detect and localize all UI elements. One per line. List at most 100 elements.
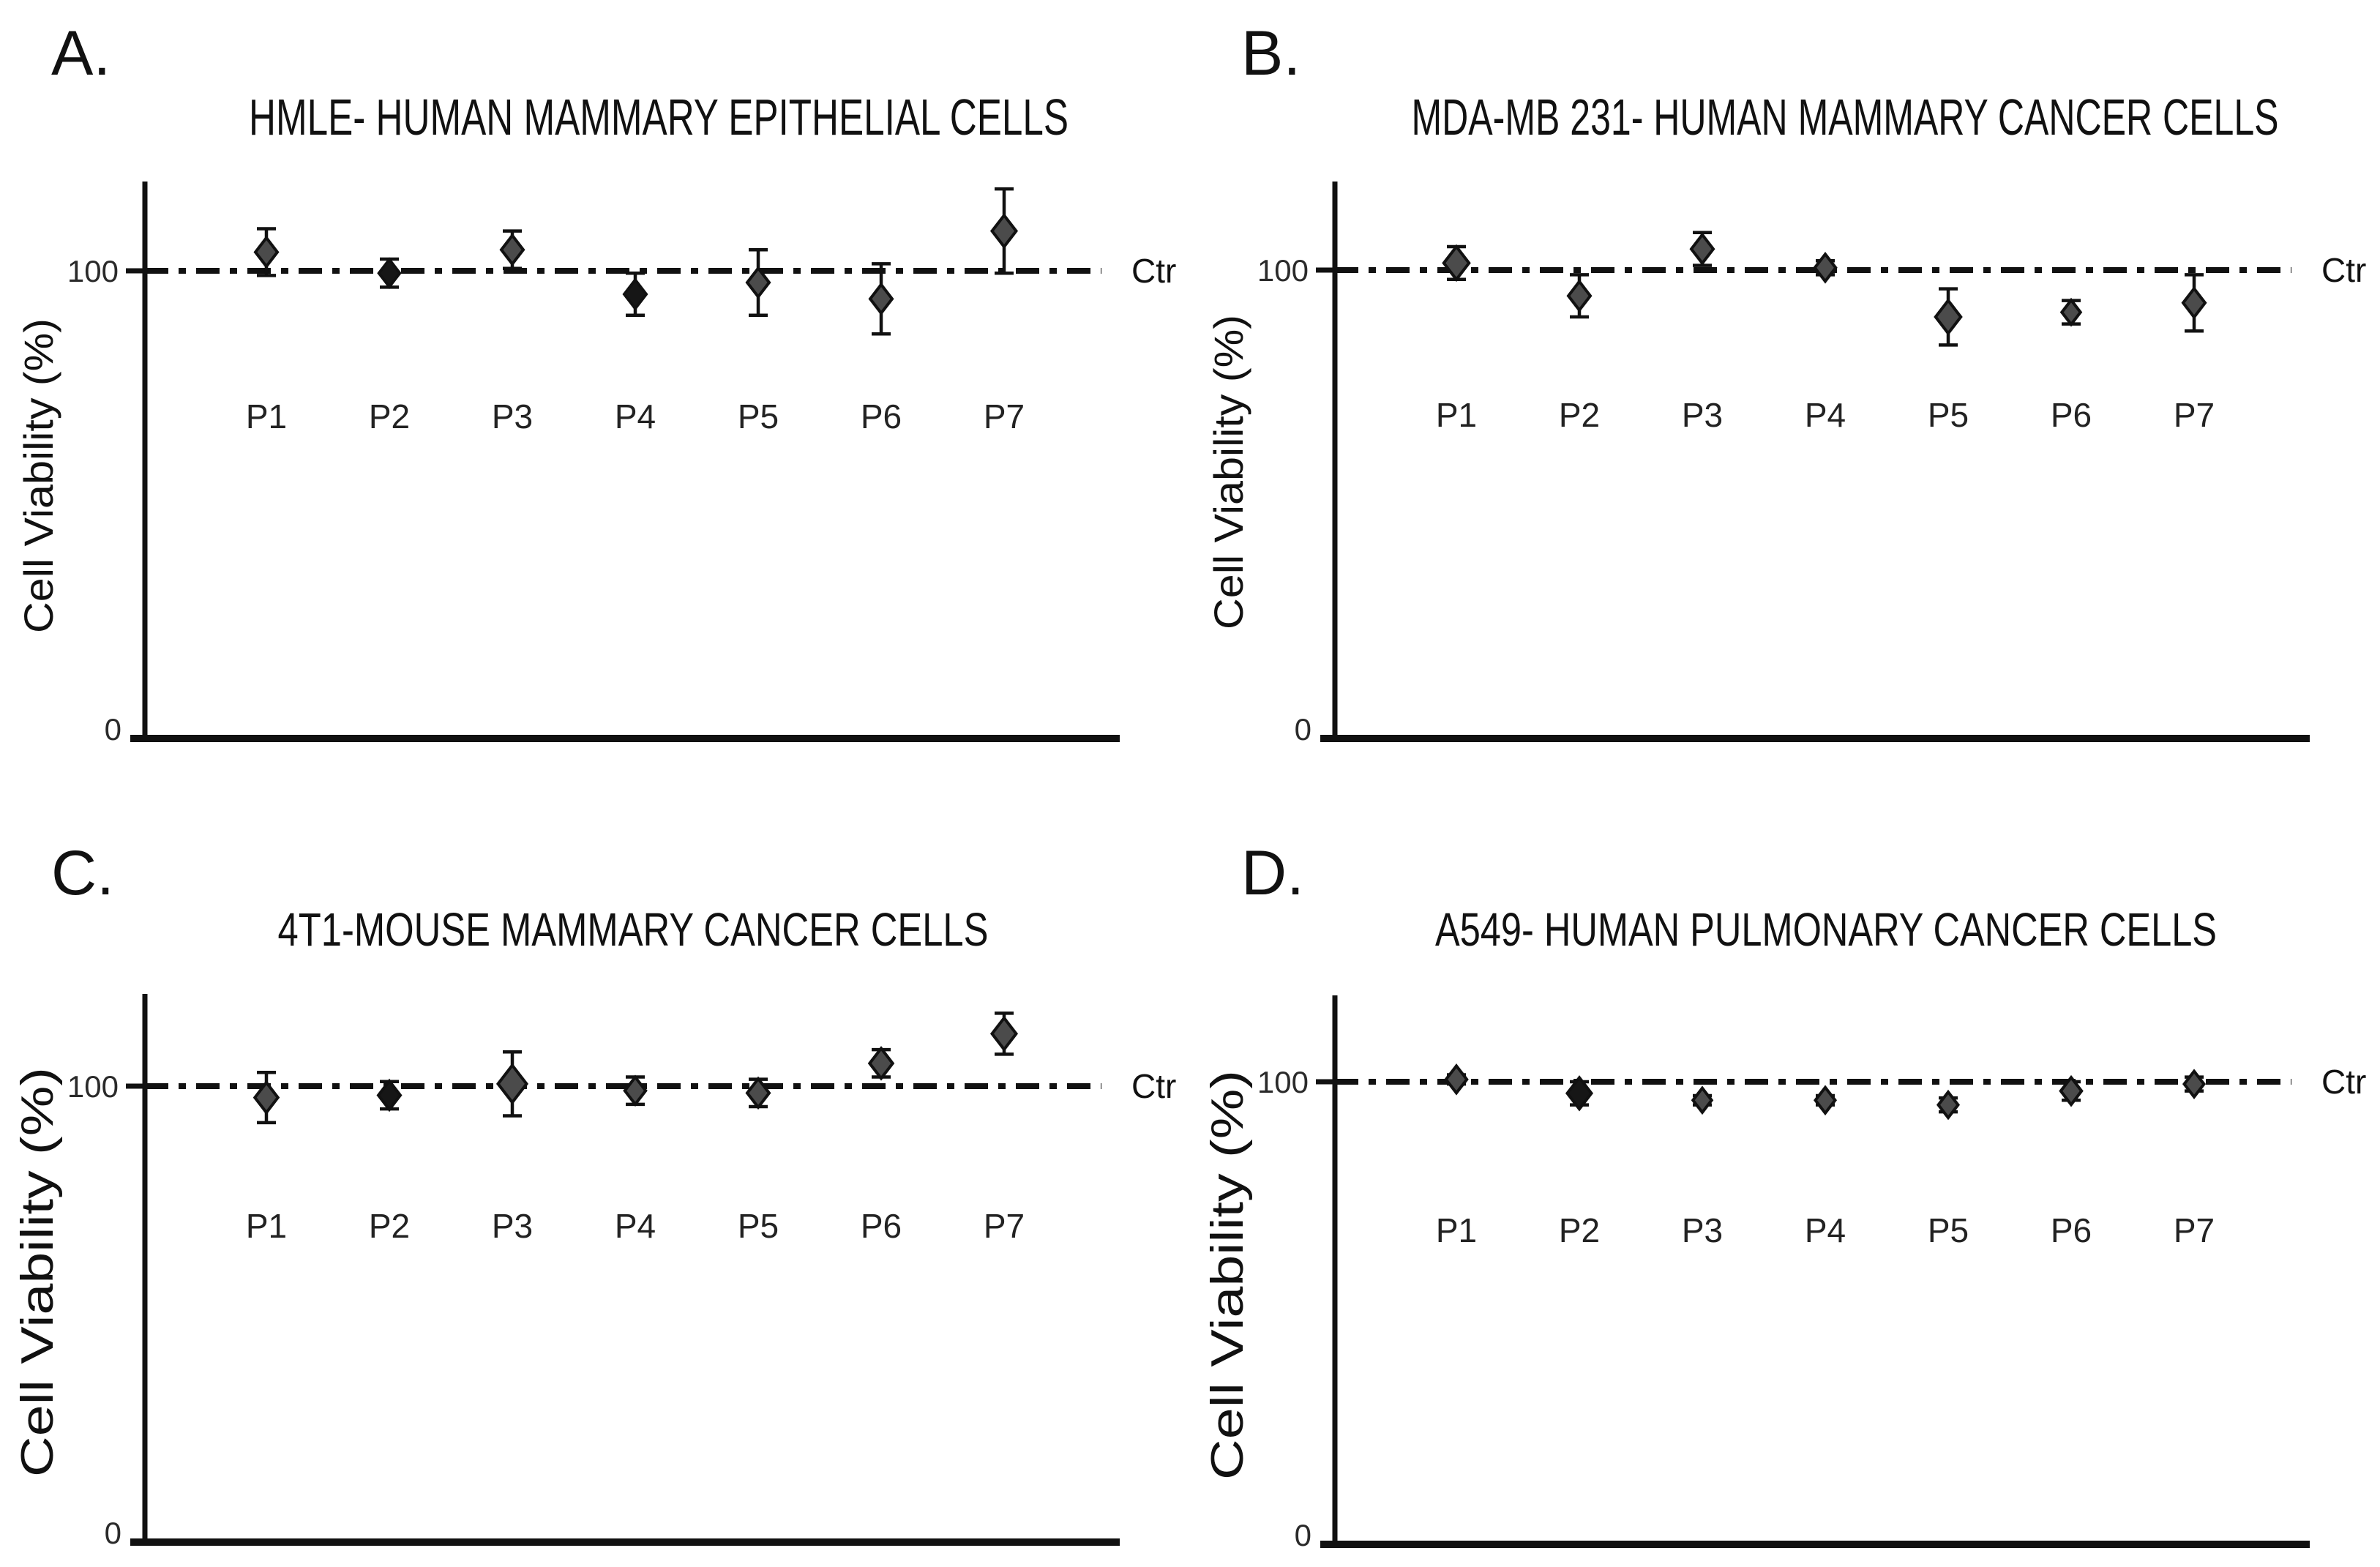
y-axis-label: Cell Viability (%) xyxy=(12,1067,63,1477)
category-label: P2 xyxy=(1559,396,1600,434)
y-axis-label: Cell Viability (%) xyxy=(1205,315,1251,629)
chart-title: HMLE- HUMAN MAMMARY EPITHELIAL CELLS xyxy=(249,89,1069,146)
category-label: P1 xyxy=(1436,396,1477,434)
diamond-marker xyxy=(2059,297,2083,327)
category-label: P5 xyxy=(738,397,779,435)
panel-b-chart: B. MDA-MB 231- HUMAN MAMMARY CANCER CELLS… xyxy=(1205,18,2366,747)
panel-letter: C. xyxy=(51,838,114,908)
diamond-marker xyxy=(252,1080,280,1115)
y-tick-label-100: 100 xyxy=(1257,253,1309,288)
diamond-marker xyxy=(1936,1089,1961,1121)
category-label: P2 xyxy=(1559,1211,1600,1249)
category-label: P1 xyxy=(1436,1211,1477,1249)
diamond-marker xyxy=(377,257,402,290)
data-point-P7 xyxy=(2182,1069,2207,1099)
data-point-P6 xyxy=(2059,297,2083,327)
data-point-P4 xyxy=(1813,1085,1838,1116)
diamond-marker xyxy=(745,1076,771,1110)
y-tick-label-0: 0 xyxy=(1295,712,1311,747)
chart-title: 4T1-MOUSE MAMMARY CANCER CELLS xyxy=(278,903,989,956)
panel-a: A. HMLE- HUMAN MAMMARY EPITHELIAL CELLS Ce… xyxy=(0,0,1190,784)
diamond-marker xyxy=(1444,1063,1469,1096)
diamond-marker xyxy=(989,212,1019,250)
diamond-marker xyxy=(2182,1069,2207,1099)
category-label: P5 xyxy=(738,1207,779,1245)
category-label: P6 xyxy=(861,397,902,435)
y-tick-label-100: 100 xyxy=(1257,1065,1309,1099)
category-label: P2 xyxy=(369,1207,410,1245)
data-point-P3 xyxy=(1691,1085,1714,1115)
data-point-P2 xyxy=(376,1078,403,1112)
data-point-P1 xyxy=(1442,244,1471,283)
data-point-P3 xyxy=(499,229,525,271)
diamond-marker xyxy=(2059,1074,2084,1107)
diamond-marker xyxy=(1934,298,1963,336)
data-point-P5 xyxy=(745,1076,771,1110)
data-point-P6 xyxy=(2059,1074,2084,1107)
category-label: P1 xyxy=(246,1207,287,1245)
category-label: P4 xyxy=(1805,396,1846,434)
data-point-P4 xyxy=(623,1074,648,1107)
category-label: P5 xyxy=(1928,396,1969,434)
data-point-P4 xyxy=(622,271,648,317)
diamond-marker xyxy=(745,266,771,299)
y-tick-label-0: 0 xyxy=(105,712,121,747)
data-point-P1 xyxy=(252,1071,280,1125)
panel-d-chart: D. A549- HUMAN PULMONARY CANCER CELLS Cell… xyxy=(1202,838,2366,1552)
data-point-P7 xyxy=(989,1011,1019,1056)
panel-c: C. 4T1-MOUSE MAMMARY CANCER CELLS Cell Via… xyxy=(0,783,1190,1567)
data-point-P4 xyxy=(1813,251,1838,284)
data-point-P2 xyxy=(1565,1075,1594,1112)
diamond-marker xyxy=(495,1063,529,1105)
diamond-marker xyxy=(1442,244,1471,283)
data-point-P7 xyxy=(2181,273,2207,333)
data-point-P6 xyxy=(867,1046,895,1081)
category-label: P3 xyxy=(492,1207,533,1245)
panel-letter: B. xyxy=(1241,18,1301,89)
category-label: P6 xyxy=(861,1207,902,1245)
diamond-marker xyxy=(1813,251,1838,284)
data-point-P5 xyxy=(1934,287,1963,347)
diamond-marker xyxy=(989,1015,1019,1052)
diamond-marker xyxy=(1565,1075,1594,1112)
diamond-marker xyxy=(1813,1085,1838,1116)
chart-title: MDA-MB 231- HUMAN MAMMARY CANCER CELLS xyxy=(1412,89,2279,146)
diamond-marker xyxy=(1566,279,1593,313)
data-point-P3 xyxy=(495,1050,529,1118)
category-label: P3 xyxy=(1682,1211,1723,1249)
panel-letter: A. xyxy=(51,18,111,89)
diamond-marker xyxy=(1689,232,1715,266)
panel-d: D. A549- HUMAN PULMONARY CANCER CELLS Cell… xyxy=(1190,783,2380,1567)
y-tick-label-100: 100 xyxy=(67,1069,119,1104)
control-line-label: Ctr xyxy=(2321,1063,2366,1101)
data-point-P5 xyxy=(745,247,771,317)
category-label: P6 xyxy=(2051,1211,2092,1249)
category-label: P7 xyxy=(984,397,1025,435)
category-label: P7 xyxy=(2174,396,2215,434)
diamond-marker xyxy=(1691,1085,1714,1115)
data-point-P6 xyxy=(868,262,894,336)
data-point-P5 xyxy=(1936,1089,1961,1121)
diamond-marker xyxy=(2181,286,2207,320)
category-label: P4 xyxy=(615,1207,656,1245)
panel-a-chart: A. HMLE- HUMAN MAMMARY EPITHELIAL CELLS Ce… xyxy=(15,18,1176,747)
diamond-marker xyxy=(499,233,525,267)
category-label: P2 xyxy=(369,397,410,435)
data-point-P3 xyxy=(1689,231,1715,267)
category-label: P6 xyxy=(2051,396,2092,434)
y-tick-label-100: 100 xyxy=(67,254,119,288)
data-point-P2 xyxy=(1566,273,1593,319)
y-tick-label-0: 0 xyxy=(1295,1518,1311,1552)
category-label: P3 xyxy=(1682,396,1723,434)
diamond-marker xyxy=(867,1046,895,1081)
control-line-label: Ctr xyxy=(1131,252,1176,290)
diamond-marker xyxy=(376,1078,403,1112)
control-line-label: Ctr xyxy=(2321,251,2366,289)
panel-letter: D. xyxy=(1241,838,1304,908)
category-label: P5 xyxy=(1928,1211,1969,1249)
category-label: P7 xyxy=(2174,1211,2215,1249)
data-point-P1 xyxy=(1444,1063,1469,1096)
data-point-P7 xyxy=(989,187,1019,275)
control-line-label: Ctr xyxy=(1131,1067,1176,1105)
category-label: P4 xyxy=(1805,1211,1846,1249)
